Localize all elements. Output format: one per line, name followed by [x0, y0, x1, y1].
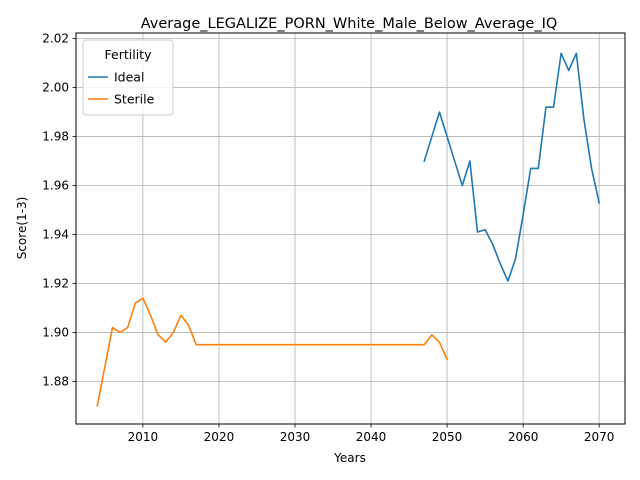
y-tick-label: 1.90: [42, 325, 69, 339]
y-axis-label: Score(1-3): [15, 197, 29, 260]
x-tick-label: 2010: [128, 430, 159, 444]
x-tick-label: 2070: [584, 430, 615, 444]
plot-frame: [75, 32, 626, 425]
series-line-sterile: [96, 297, 449, 407]
x-axis-ticks: 2010 2020 2030 2040 2050 2060 2070: [128, 424, 615, 444]
x-tick-label: 2040: [356, 430, 387, 444]
y-tick-label: 1.96: [42, 179, 69, 193]
grid: [76, 33, 625, 424]
x-tick-label: 2030: [280, 430, 311, 444]
series-lines: [96, 52, 601, 407]
y-tick-label: 2.02: [42, 32, 69, 46]
chart-title: Average_LEGALIZE_PORN_White_Male_Below_A…: [141, 16, 558, 32]
legend-label-sterile: Sterile: [114, 92, 155, 107]
y-tick-label: 1.88: [42, 374, 69, 388]
y-tick-label: 1.98: [42, 130, 69, 144]
y-tick-label: 1.92: [42, 276, 69, 290]
legend-box: [82, 39, 174, 116]
x-axis-label: Years: [333, 451, 366, 465]
x-tick-label: 2050: [432, 430, 463, 444]
legend-label-ideal: Ideal: [114, 70, 144, 85]
y-axis-ticks: 1.88 1.90 1.92 1.94 1.96 1.98 2.00 2.02: [42, 32, 76, 388]
x-tick-label: 2020: [204, 430, 235, 444]
x-tick-label: 2060: [508, 430, 539, 444]
y-tick-label: 2.00: [42, 81, 69, 95]
legend-title: Fertility: [105, 47, 153, 62]
legend: Fertility Ideal Sterile: [82, 39, 174, 116]
series-line-ideal: [423, 52, 601, 282]
y-tick-label: 1.94: [42, 227, 69, 241]
